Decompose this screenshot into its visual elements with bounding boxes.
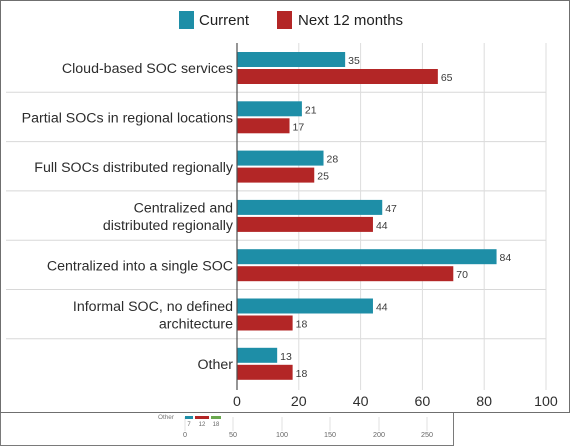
current-data-label: 21 — [305, 104, 317, 116]
x-tick-label: 80 — [476, 394, 492, 410]
category-labels: Cloud-based SOC services Partial SOCs in … — [22, 61, 234, 373]
background-chart-svg: Other 7 12 18 0 50 100 150 200 250 — [0, 413, 454, 446]
background-chart-x-tick-label: 0 — [183, 430, 187, 439]
next-12-months-data-label: 18 — [296, 319, 308, 331]
current-bar — [237, 249, 497, 265]
next-12-months-data-label: 44 — [376, 220, 388, 232]
next-12-months-bar — [237, 69, 438, 84]
chart-frame: Current Next 12 months Cloud-based SOC s… — [0, 0, 570, 413]
current-data-label: 84 — [500, 252, 512, 264]
current-data-label: 47 — [385, 203, 397, 215]
soc-architecture-bar-chart: Current Next 12 months Cloud-based SOC s… — [6, 11, 558, 410]
background-partial-chart: Other 7 12 18 0 50 100 150 200 250 — [0, 413, 454, 446]
legend-next-12-months-swatch — [277, 11, 292, 29]
background-chart-tick-labels: 0 50 100 150 200 250 — [183, 430, 433, 439]
background-chart-bar-label: 7 — [187, 422, 191, 428]
next-12-months-data-label: 18 — [296, 368, 308, 380]
next-12-months-data-label: 17 — [293, 121, 305, 133]
next-12-months-bar — [237, 167, 315, 183]
background-chart-x-tick-label: 100 — [276, 430, 288, 439]
background-chart-x-tick-label: 50 — [229, 430, 237, 439]
next-12-months-data-label: 25 — [317, 171, 329, 183]
category-label: Full SOCs distributed regionally — [34, 160, 234, 176]
vertical-gridlines — [298, 43, 547, 390]
category-label: Cloud-based SOC services — [62, 61, 233, 77]
next-12-months-bar — [237, 315, 293, 331]
background-chart-bar-label: 12 — [199, 422, 206, 428]
x-tick-label: 100 — [534, 394, 558, 410]
current-data-label: 44 — [376, 302, 388, 314]
x-tick-label: 60 — [415, 394, 431, 410]
background-chart-bar — [185, 416, 193, 419]
category-label: Centralized and — [134, 200, 233, 216]
chart-legend: Current Next 12 months — [179, 11, 403, 29]
next-12-months-bar — [237, 216, 373, 232]
category-label: architecture — [159, 316, 233, 332]
data-labels: 35 21 28 47 84 44 13 65 17 25 44 70 18 18 — [280, 55, 511, 380]
next-12-months-data-label: 70 — [456, 269, 468, 281]
x-tick-label: 20 — [291, 394, 307, 410]
legend-current-label: Current — [199, 12, 250, 29]
current-bar — [237, 199, 383, 215]
category-label: Centralized into a single SOC — [47, 258, 233, 274]
background-chart-bar-label: 18 — [213, 422, 220, 428]
x-tick-label: 0 — [233, 394, 241, 410]
background-chart-bar — [211, 416, 221, 419]
current-data-label: 35 — [348, 55, 360, 67]
background-chart-category-label: Other — [158, 414, 175, 421]
background-chart-x-tick-label: 250 — [421, 430, 433, 439]
current-bar — [237, 347, 278, 363]
current-bar — [237, 52, 346, 67]
legend-current-swatch — [179, 11, 194, 29]
background-chart-grid — [184, 417, 428, 431]
legend-next-12-months-label: Next 12 months — [298, 12, 403, 29]
bar-marks — [237, 52, 497, 380]
current-data-label: 28 — [327, 154, 339, 166]
background-chart-bar — [195, 416, 209, 419]
category-separators — [6, 91, 546, 340]
category-label: Partial SOCs in regional locations — [22, 110, 233, 126]
x-axis: 0 20 40 60 80 100 — [233, 43, 558, 410]
category-label: distributed regionally — [103, 218, 234, 234]
current-data-label: 13 — [280, 351, 292, 363]
background-chart-bars: 7 12 18 — [185, 416, 221, 428]
category-label: Informal SOC, no defined — [73, 299, 233, 315]
current-bar — [237, 298, 373, 314]
current-bar — [237, 101, 302, 117]
next-12-months-bar — [237, 266, 454, 282]
category-label: Other — [198, 357, 234, 373]
current-bar — [237, 150, 324, 166]
background-chart-x-tick-label: 200 — [373, 430, 385, 439]
x-tick-label: 40 — [353, 394, 369, 410]
background-chart-x-tick-label: 150 — [324, 430, 336, 439]
next-12-months-bar — [237, 118, 290, 134]
next-12-months-bar — [237, 364, 293, 380]
background-chart-panel — [0, 413, 454, 446]
next-12-months-data-label: 65 — [441, 72, 453, 84]
